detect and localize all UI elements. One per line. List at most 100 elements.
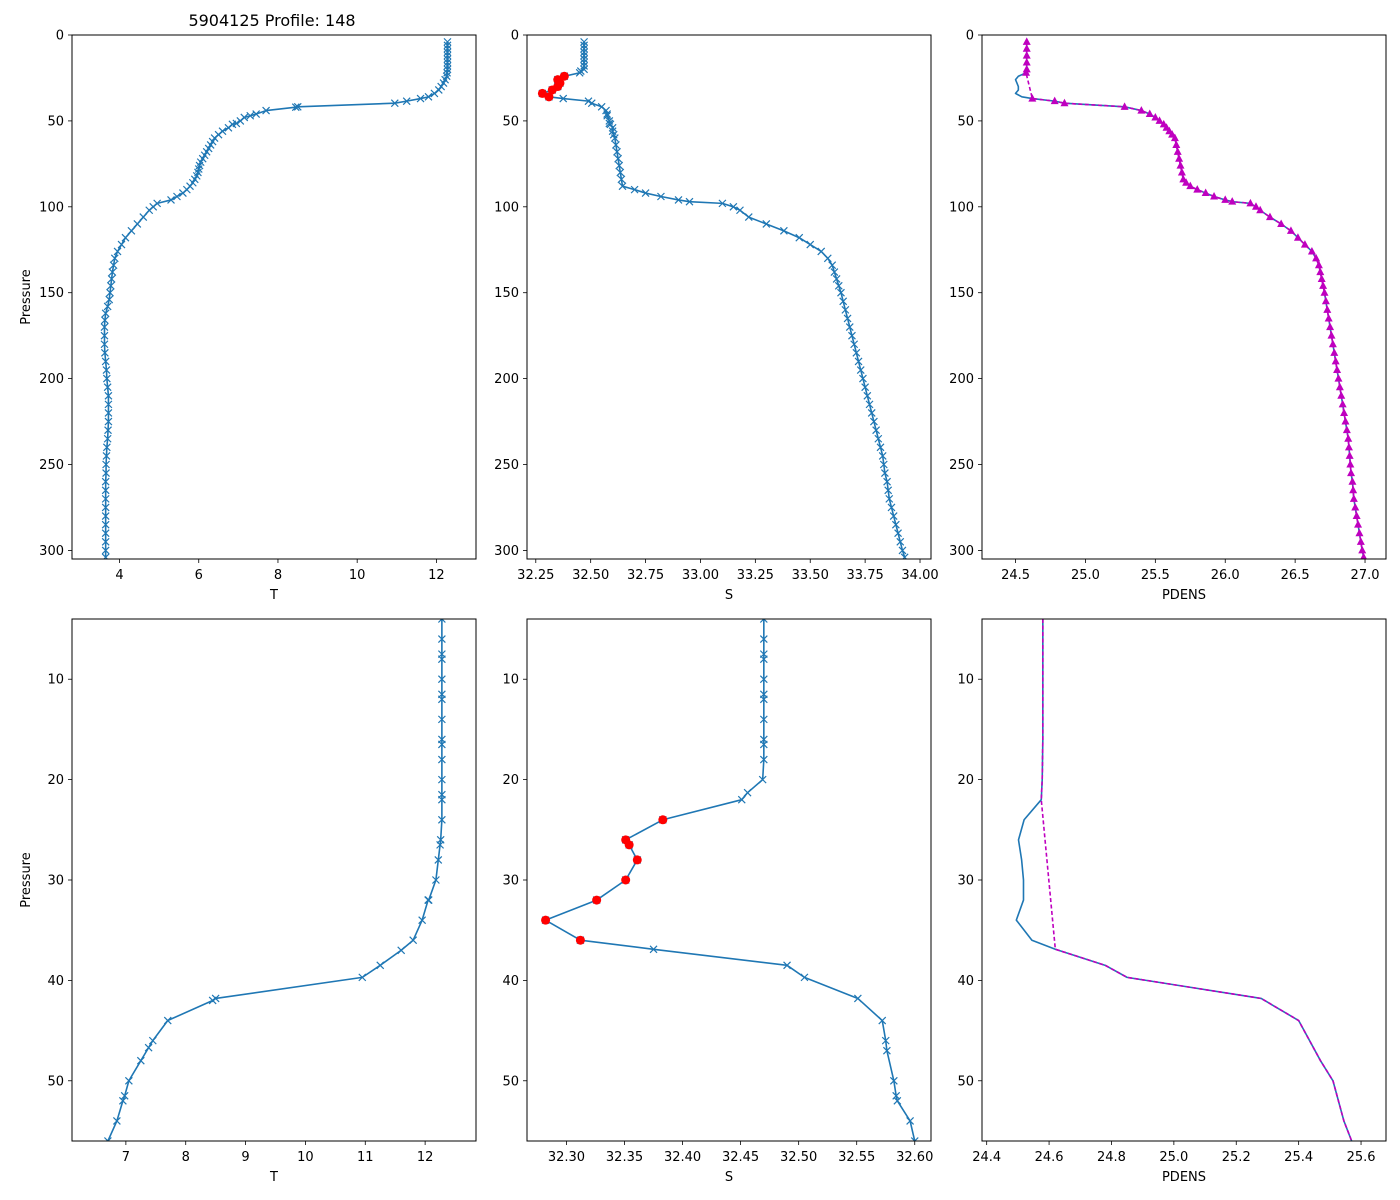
- marker-x: [416, 94, 425, 103]
- axes-top-left: 4 6 8 10 12 0 50 100 150 200 250 300 T Pressure: [19, 29, 477, 603]
- y-tick-label: 300: [949, 544, 974, 559]
- marker-triangle: [1320, 288, 1329, 296]
- marker-triangle: [1344, 442, 1353, 451]
- marker-x: [874, 434, 883, 443]
- y-tick-label: 200: [39, 372, 64, 387]
- marker-triangle: [1321, 296, 1330, 305]
- marker-x: [418, 916, 427, 925]
- x-tick-label: 26.0: [1211, 568, 1240, 583]
- marker-x: [124, 1076, 133, 1085]
- axes-frame: [526, 34, 932, 560]
- marker-x: [103, 383, 112, 392]
- x-tick-label: 32.45: [722, 1150, 759, 1165]
- x-axis-label: PDENS: [1162, 1170, 1206, 1185]
- marker-x: [443, 55, 452, 63]
- marker-x: [885, 494, 894, 503]
- x-tick-label: 33.75: [847, 568, 884, 583]
- marker-x: [830, 268, 839, 277]
- marker-triangle: [1256, 205, 1265, 214]
- y-tick-label: 150: [494, 286, 519, 301]
- marker-triangle: [1312, 253, 1321, 262]
- marker-x: [104, 417, 113, 426]
- marker-x: [100, 323, 109, 331]
- x-tick-label: 24.8: [1097, 1150, 1126, 1165]
- marker-x: [100, 316, 109, 325]
- marker-x: [839, 297, 848, 306]
- y-tick-label: 20: [47, 773, 64, 788]
- axes-frame: [71, 34, 477, 560]
- x-axis-label: PDENS: [1162, 588, 1206, 603]
- marker-x: [737, 795, 746, 804]
- marker-triangle: [1344, 434, 1353, 442]
- marker-x: [109, 261, 118, 270]
- marker-x: [876, 443, 885, 452]
- y-tick-label: 50: [502, 1074, 519, 1089]
- marker-x: [121, 233, 130, 242]
- marker-triangle: [1355, 528, 1364, 537]
- marker-x: [139, 213, 148, 222]
- marker-triangle: [1349, 485, 1358, 494]
- marker-x: [759, 695, 768, 704]
- x-tick-label: 32.50: [572, 568, 609, 583]
- axes-frame: [526, 618, 932, 1142]
- marker-x: [580, 55, 589, 63]
- marker-triangle: [1352, 511, 1361, 520]
- x-tick-label: 32.30: [548, 1150, 585, 1165]
- marker-x: [580, 51, 589, 60]
- y-tick-label: 10: [47, 673, 64, 688]
- x-tick-label: 32.35: [606, 1150, 643, 1165]
- marker-triangle: [1186, 181, 1195, 190]
- marker-x: [587, 99, 596, 108]
- marker-triangle: [1327, 331, 1336, 339]
- x-tick-label: 32.40: [664, 1150, 701, 1165]
- marker-triangle: [1342, 425, 1351, 434]
- marker-x: [580, 62, 589, 70]
- y-tick-label: 250: [39, 458, 64, 473]
- marker-x: [744, 213, 753, 222]
- flagged-point: [621, 875, 631, 885]
- marker-triangle: [1182, 178, 1191, 186]
- marker-x: [859, 374, 867, 383]
- y-tick-label: 300: [39, 544, 64, 559]
- marker-triangle: [1137, 106, 1146, 114]
- marker-triangle: [1349, 494, 1358, 502]
- marker-x: [837, 288, 845, 297]
- marker-x: [101, 512, 110, 520]
- marker-triangle: [1210, 191, 1219, 200]
- marker-x: [878, 451, 887, 460]
- x-tick-label: 24.6: [1035, 1150, 1064, 1165]
- marker-x: [104, 409, 113, 417]
- marker-triangle: [1145, 109, 1154, 118]
- marker-triangle: [1177, 167, 1186, 176]
- flagged-point: [592, 895, 602, 905]
- marker-x: [795, 233, 804, 242]
- marker-x: [848, 331, 856, 340]
- marker-x: [437, 82, 446, 91]
- y-tick-label: 50: [47, 1074, 64, 1089]
- marker-x: [106, 281, 115, 290]
- marker-x: [208, 996, 217, 1005]
- marker-x: [610, 134, 619, 143]
- marker-x: [800, 973, 809, 982]
- marker-x: [729, 202, 738, 211]
- marker-x: [759, 715, 768, 724]
- marker-x: [614, 154, 623, 163]
- marker-x: [102, 460, 110, 469]
- marker-triangle: [1228, 197, 1237, 205]
- marker-x: [641, 189, 650, 197]
- marker-x: [443, 44, 452, 53]
- x-tick-label: 10: [297, 1150, 314, 1165]
- marker-x: [101, 477, 110, 486]
- marker-x: [107, 275, 116, 283]
- marker-triangle: [1330, 348, 1339, 356]
- marker-triangle: [1022, 51, 1031, 59]
- marker-x: [104, 391, 113, 400]
- marker-triangle: [1265, 212, 1274, 221]
- marker-x: [617, 175, 626, 184]
- marker-x: [409, 936, 418, 945]
- marker-triangle: [1060, 98, 1069, 107]
- marker-x: [889, 1076, 898, 1085]
- marker-triangle: [1337, 391, 1346, 399]
- x-tick-label: 7: [122, 1150, 130, 1165]
